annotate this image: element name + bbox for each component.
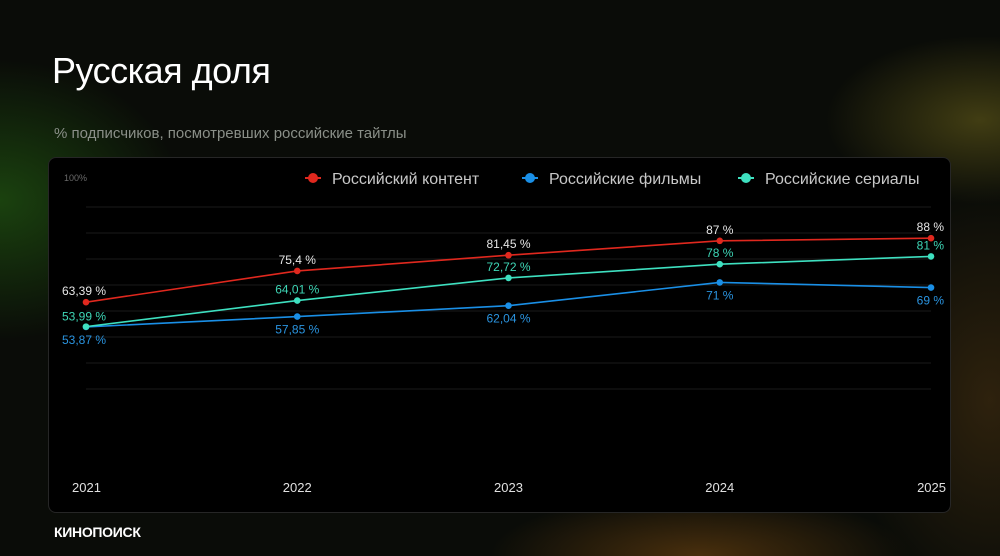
y-tick-label: 100% — [64, 173, 87, 183]
data-label: 69 % — [917, 294, 945, 308]
data-point — [716, 260, 724, 268]
data-label: 72,72 % — [486, 260, 530, 274]
data-point — [293, 297, 301, 304]
legend-dot-marker — [308, 173, 318, 183]
data-point — [927, 234, 935, 242]
x-tick-label: 2024 — [705, 480, 734, 495]
data-point — [505, 274, 512, 282]
data-label: 53,99 % — [62, 310, 106, 324]
data-point — [505, 302, 512, 309]
data-label: 87 % — [706, 223, 734, 237]
data-label: 63,39 % — [62, 284, 106, 298]
data-point — [927, 284, 935, 291]
data-label: 53,87 % — [62, 333, 106, 347]
chart-card — [48, 157, 951, 513]
data-label: 75,4 % — [279, 253, 317, 267]
page-title: Русская доля — [52, 50, 271, 91]
data-point — [927, 253, 935, 260]
x-tick-label: 2025 — [917, 480, 946, 495]
data-point — [293, 267, 301, 275]
data-label: 81,45 % — [486, 237, 530, 251]
legend-label: Российский контент — [332, 171, 480, 188]
data-label: 57,85 % — [275, 323, 319, 337]
legend-label: Российские сериалы — [765, 171, 920, 188]
data-label: 62,04 % — [486, 312, 530, 326]
data-label: 88 % — [917, 220, 945, 234]
data-label: 71 % — [706, 288, 734, 302]
data-point — [716, 279, 724, 286]
x-tick-label: 2022 — [283, 480, 312, 495]
legend-dot-marker — [741, 173, 751, 183]
data-label: 64,01 % — [275, 283, 319, 297]
data-label: 78 % — [706, 246, 734, 260]
data-point — [82, 323, 90, 330]
data-point — [716, 237, 724, 245]
page-subtitle: % подписчиков, посмотревших российские т… — [54, 125, 407, 142]
legend-label: Российские фильмы — [549, 171, 701, 188]
data-point — [293, 313, 301, 320]
data-label: 81 % — [917, 238, 945, 252]
kinopoisk-logo: КИНОПОИСК — [54, 524, 141, 540]
data-point — [505, 251, 512, 259]
x-tick-label: 2023 — [494, 480, 523, 495]
legend-dot-marker — [525, 173, 535, 183]
data-point — [82, 298, 90, 306]
x-tick-label: 2021 — [72, 480, 101, 495]
